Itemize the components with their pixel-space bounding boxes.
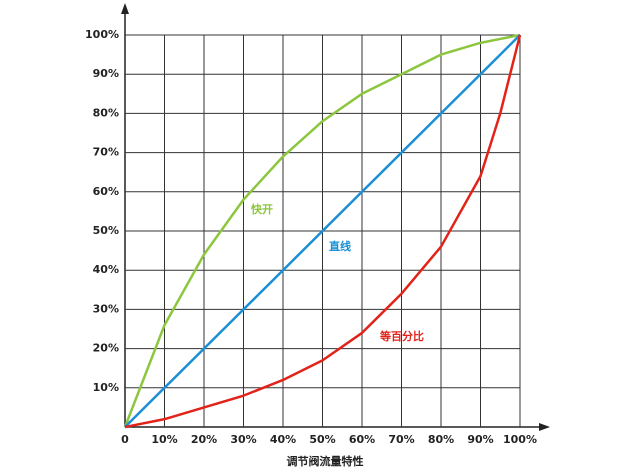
series-label: 直线 bbox=[329, 239, 351, 253]
series-line bbox=[124, 34, 521, 428]
y-tick-label: 100% bbox=[85, 28, 119, 41]
series-line bbox=[123, 33, 521, 428]
y-tick-label: 20% bbox=[93, 342, 119, 355]
x-tick-label: 10% bbox=[151, 433, 177, 446]
x-tick-label: 20% bbox=[191, 433, 217, 446]
y-tick-label: 80% bbox=[93, 106, 119, 119]
x-tick-label: 100% bbox=[503, 433, 537, 446]
y-tick-label: 60% bbox=[93, 185, 119, 198]
series-line bbox=[124, 34, 522, 429]
x-tick-label: 40% bbox=[270, 433, 296, 446]
x-tick-label: 0 bbox=[121, 433, 129, 446]
x-tick-label: 90% bbox=[467, 433, 493, 446]
x-tick-label: 60% bbox=[349, 433, 375, 446]
y-axis-arrow bbox=[121, 3, 129, 14]
x-tick-label: 30% bbox=[230, 433, 256, 446]
x-axis-label: 调节阀流量特性 bbox=[287, 454, 364, 468]
y-tick-label: 50% bbox=[93, 224, 119, 237]
y-tick-label: 10% bbox=[93, 381, 119, 394]
y-tick-label: 40% bbox=[93, 263, 119, 276]
series-label: 快开 bbox=[250, 202, 273, 216]
series-label: 等百分比 bbox=[379, 329, 424, 343]
x-tick-label: 50% bbox=[309, 433, 335, 446]
x-axis-arrow bbox=[539, 423, 550, 431]
y-tick-label: 30% bbox=[93, 302, 119, 315]
y-tick-label: 70% bbox=[93, 146, 119, 159]
y-tick-label: 90% bbox=[93, 67, 119, 80]
x-tick-label: 70% bbox=[388, 433, 414, 446]
x-tick-label: 80% bbox=[428, 433, 454, 446]
